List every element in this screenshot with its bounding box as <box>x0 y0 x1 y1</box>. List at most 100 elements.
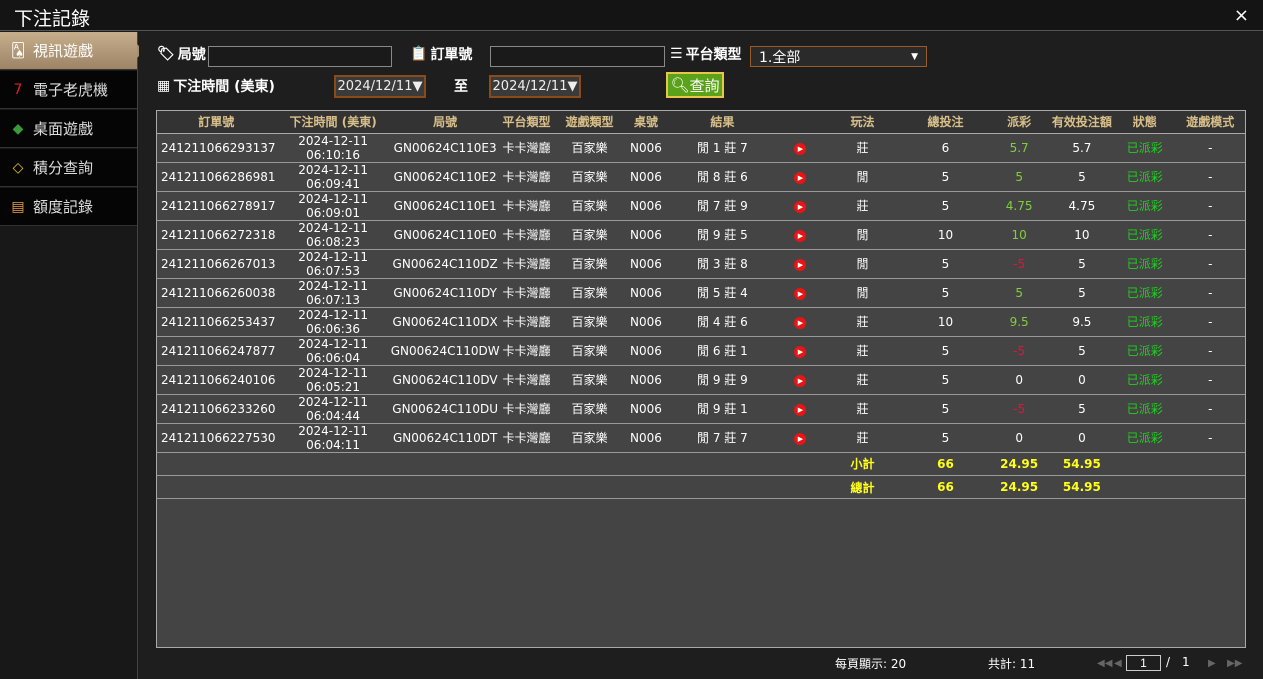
cell: 卡卡灣廳 <box>499 307 554 337</box>
next-page-icon[interactable]: ▶ <box>1208 658 1216 669</box>
list-icon: ☰ <box>670 46 683 62</box>
last-page-icon[interactable]: ▶▶ <box>1227 658 1243 669</box>
sidebar-item-0[interactable]: 🂡 視訊遊戲 <box>0 32 144 70</box>
sidebar-item-1[interactable]: 7 電子老虎機 <box>0 71 137 109</box>
column-header: 玩法 <box>822 111 903 134</box>
cell: -5 <box>988 394 1050 424</box>
diamond-icon: ◇ <box>12 159 24 176</box>
play-video-icon[interactable]: ▶ <box>794 172 807 184</box>
play-video-icon[interactable]: ▶ <box>794 259 807 271</box>
subtotal-row: 小計 66 24.95 54.95 <box>157 452 1245 476</box>
close-icon[interactable]: × <box>1233 5 1249 26</box>
calendar-icon: ▦ <box>157 78 171 94</box>
cell: 閒 7 莊 7 <box>666 423 779 453</box>
play-video-icon[interactable]: ▶ <box>794 433 807 445</box>
cell: 5 <box>902 365 989 395</box>
bet-records-table: 訂單號 下注時間 (美東) 局號 平台類型 遊戲類型 桌號 結果 玩法 總投注 派彩 有效投注額 狀態… <box>156 110 1246 648</box>
cards-icon: 🂡 <box>10 42 26 59</box>
platform-select[interactable]: 1.全部 ▼ <box>750 46 927 67</box>
query-label: 查詢 <box>689 76 720 95</box>
cell: 2024-12-11 06:06:36 <box>275 307 391 337</box>
cell: 卡卡灣廳 <box>499 162 554 192</box>
sidebar-item-4[interactable]: ▤ 額度記錄 <box>0 188 137 226</box>
sidebar-item-label: 電子老虎機 <box>33 81 109 99</box>
cell: 莊 <box>822 423 903 453</box>
platform-label-text: 平台類型 <box>685 47 742 63</box>
cell: - <box>1175 133 1245 163</box>
cell: 已派彩 <box>1114 307 1176 337</box>
play-video-icon[interactable]: ▶ <box>794 288 807 300</box>
sidebar-item-3[interactable]: ◇ 積分查詢 <box>0 149 137 187</box>
prev-page-icon[interactable]: ◀ <box>1114 658 1122 669</box>
cell: GN00624C110E1 <box>390 191 500 221</box>
cell: 2024-12-11 06:05:21 <box>275 365 391 395</box>
cell: N006 <box>625 249 667 279</box>
cell: GN00624C110DT <box>390 423 500 453</box>
table-row: 241211066247877 2024-12-11 06:06:04 GN0062… <box>157 336 1245 366</box>
cell: 6 <box>902 133 989 163</box>
column-header: 狀態 <box>1114 111 1176 134</box>
cell: 已派彩 <box>1114 394 1176 424</box>
cell: GN00624C110E3 <box>390 133 500 163</box>
query-button[interactable]: 🔍︎ 查詢 <box>666 72 724 98</box>
play-video-icon[interactable]: ▶ <box>794 230 807 242</box>
cell: 卡卡灣廳 <box>499 249 554 279</box>
sidebar-item-2[interactable]: ◆ 桌面遊戲 <box>0 110 137 148</box>
play-video-icon[interactable]: ▶ <box>794 404 807 416</box>
sidebar-item-label: 桌面遊戲 <box>33 120 94 138</box>
round-label-text: 局號 <box>177 47 206 63</box>
page-input[interactable] <box>1126 655 1161 671</box>
sidebar-item-label: 視訊遊戲 <box>33 42 94 60</box>
main-panel: 🏷 局號 📋 訂單號 ☰ 平台類型 1.全部 ▼ ▦ 下注時間 (美東) 2024/12/… <box>139 32 1263 679</box>
subtotal-payout: 24.95 <box>988 452 1050 476</box>
empty-cell <box>157 452 823 476</box>
video-cell: ▶ <box>778 278 823 308</box>
cell: 2024-12-11 06:06:04 <box>275 336 391 366</box>
video-cell: ▶ <box>778 191 823 221</box>
cell: 已派彩 <box>1114 133 1176 163</box>
round-input[interactable] <box>208 46 392 67</box>
platform-label: ☰ 平台類型 <box>670 44 742 64</box>
play-video-icon[interactable]: ▶ <box>794 317 807 329</box>
cell: 莊 <box>822 365 903 395</box>
cell: 2024-12-11 06:04:44 <box>275 394 391 424</box>
cell: N006 <box>625 133 667 163</box>
play-video-icon[interactable]: ▶ <box>794 375 807 387</box>
total-pages: 1 <box>1182 655 1190 669</box>
cell: N006 <box>625 423 667 453</box>
date-from-picker[interactable]: 2024/12/11 ▼ <box>334 75 426 98</box>
table-row: 241211066240106 2024-12-11 06:05:21 GN0062… <box>157 365 1245 395</box>
cell: N006 <box>625 336 667 366</box>
cell: GN00624C110DX <box>390 307 500 337</box>
cell: 百家樂 <box>553 394 626 424</box>
cell: N006 <box>625 394 667 424</box>
video-cell: ▶ <box>778 249 823 279</box>
cell: 已派彩 <box>1114 336 1176 366</box>
cell: GN00624C110DV <box>390 365 500 395</box>
time-label: ▦ 下注時間 (美東) <box>157 76 275 96</box>
cell: N006 <box>625 162 667 192</box>
cell: 閒 9 莊 9 <box>666 365 779 395</box>
table-row: 241211066293137 2024-12-11 06:10:16 GN0062… <box>157 133 1245 163</box>
cell: N006 <box>625 307 667 337</box>
cell: 5.7 <box>1049 133 1115 163</box>
empty-cell <box>157 475 823 500</box>
cell: 閒 5 莊 4 <box>666 278 779 308</box>
chevron-down-icon: ▼ <box>911 51 918 62</box>
cell: 10 <box>902 220 989 250</box>
column-header: 總投注 <box>902 111 989 134</box>
column-header <box>778 111 823 134</box>
empty-cell <box>1114 452 1245 476</box>
order-input[interactable] <box>490 46 665 67</box>
cell: 5 <box>988 162 1050 192</box>
cell: 241211066293137 <box>157 133 276 163</box>
date-to-picker[interactable]: 2024/12/11 ▼ <box>489 75 581 98</box>
cell: 2024-12-11 06:07:53 <box>275 249 391 279</box>
sidebar-item-label: 額度記錄 <box>33 198 94 216</box>
play-video-icon[interactable]: ▶ <box>794 346 807 358</box>
cell: 241211066240106 <box>157 365 276 395</box>
play-video-icon[interactable]: ▶ <box>794 143 807 155</box>
first-page-icon[interactable]: ◀◀ <box>1097 658 1113 669</box>
play-video-icon[interactable]: ▶ <box>794 201 807 213</box>
cell: 241211066253437 <box>157 307 276 337</box>
